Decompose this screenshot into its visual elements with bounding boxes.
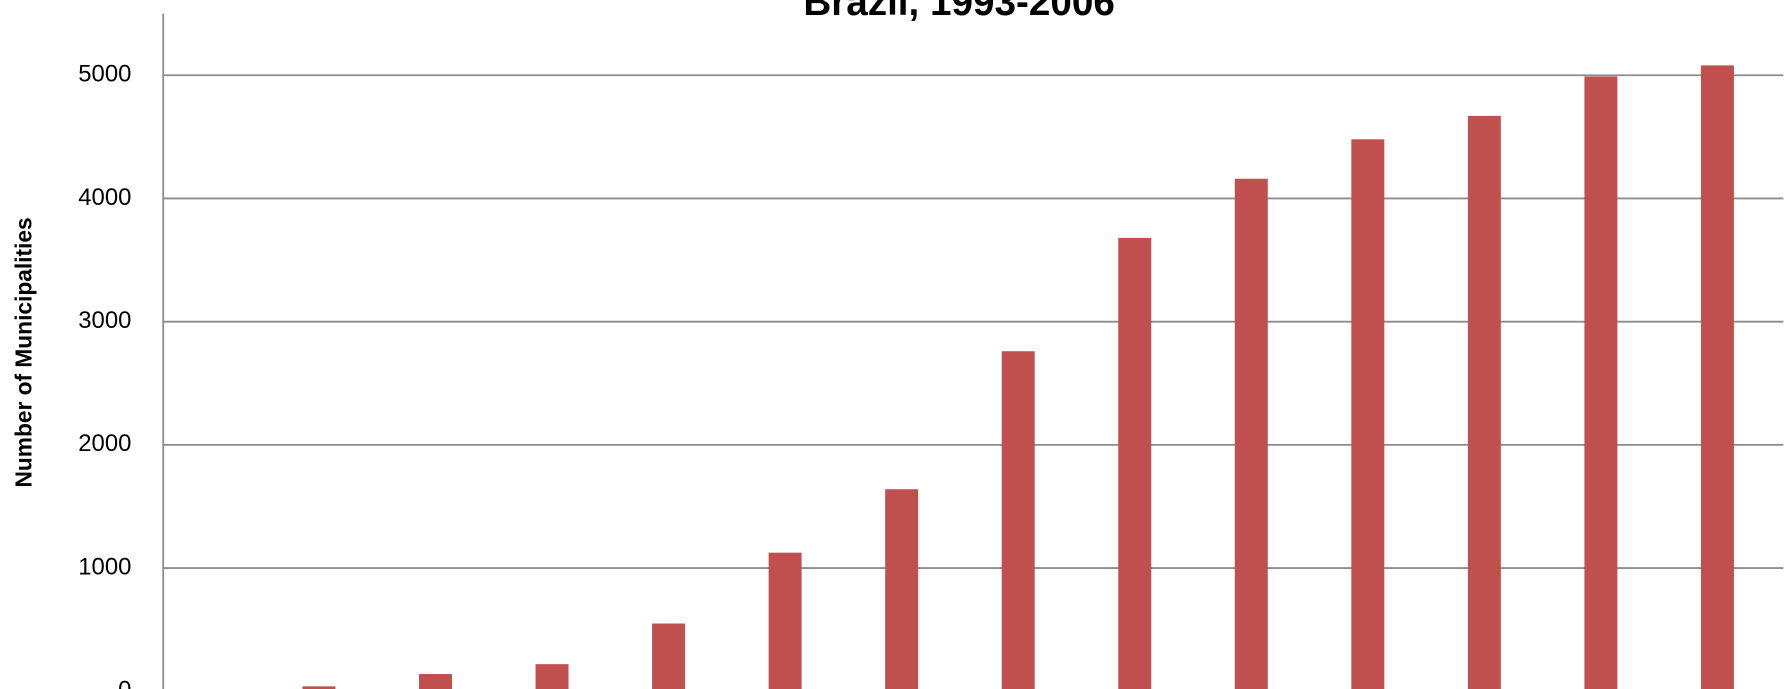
y-tick-label: 5000: [78, 61, 131, 88]
y-tick-label: 3000: [78, 307, 131, 334]
bar: [1234, 178, 1268, 689]
bar: [1351, 139, 1385, 689]
bar: [302, 686, 336, 689]
y-tick-label: 1000: [78, 553, 131, 580]
chart-title: Brazil, 1993-2006: [803, 0, 1114, 24]
bar: [419, 674, 452, 689]
bar: [1467, 115, 1501, 689]
y-tick-label: 2000: [78, 430, 131, 457]
bar: [768, 552, 802, 689]
bar: [1584, 76, 1618, 689]
bar: [1001, 351, 1035, 689]
y-axis-label: Number of Municipalities: [11, 217, 37, 487]
bar: [535, 664, 569, 689]
bar: [885, 489, 919, 689]
bar: [652, 623, 686, 689]
y-tick-label: 0: [118, 677, 131, 689]
bar: [1700, 65, 1734, 689]
bar: [1118, 237, 1152, 689]
y-tick-label: 4000: [78, 184, 131, 211]
